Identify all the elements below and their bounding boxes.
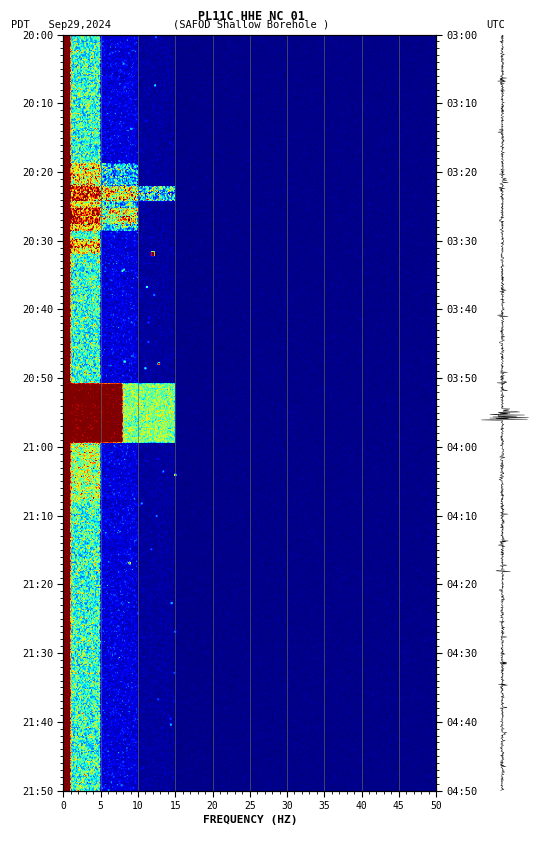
Text: (SAFOD Shallow Borehole ): (SAFOD Shallow Borehole ) xyxy=(173,20,330,30)
Text: UTC: UTC xyxy=(486,20,505,30)
X-axis label: FREQUENCY (HZ): FREQUENCY (HZ) xyxy=(203,815,297,825)
Text: PL11C HHE NC 01: PL11C HHE NC 01 xyxy=(198,10,305,23)
Text: PDT   Sep29,2024: PDT Sep29,2024 xyxy=(11,20,111,30)
